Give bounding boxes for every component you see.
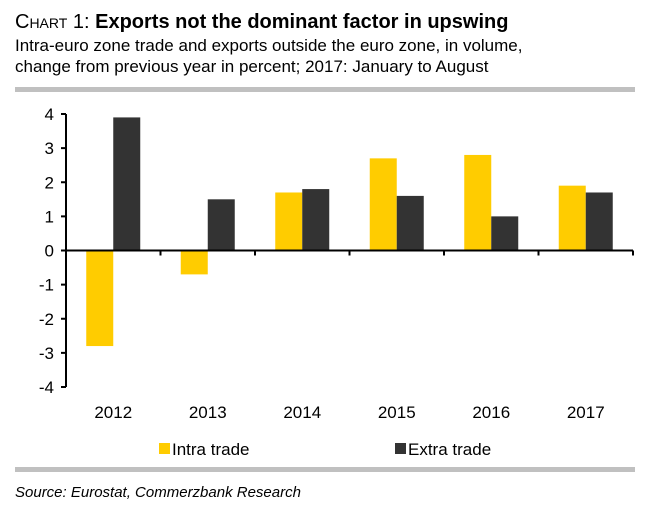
x-tick-label: 2013: [189, 403, 227, 422]
axes-group: 4 3 2 1 0 -1 -2 -3 -4 2012 2013 2014 2015 2016 2017: [39, 105, 634, 422]
legend-swatch-intra-trade: [159, 443, 170, 454]
bar-extra-trade-2013: [207, 199, 235, 251]
bar-intra-trade-2013: [180, 250, 208, 275]
y-tick-label: -3: [39, 344, 54, 363]
chart-subtitle-line-2: change from previous year in percent; 20…: [15, 57, 489, 76]
chart-header: Chart 1: Exports not the dominant factor…: [15, 10, 655, 77]
bottom-divider: [15, 467, 635, 472]
top-divider: [15, 87, 635, 92]
bar-extra-trade-2015: [396, 195, 424, 251]
bar-extra-trade-2012: [113, 117, 141, 251]
y-tick-label: 1: [45, 207, 54, 226]
y-tick-label: 0: [45, 242, 54, 261]
x-tick-label: 2012: [94, 403, 132, 422]
bars-group: [86, 117, 613, 347]
bar-extra-trade-2016: [491, 216, 519, 251]
y-tick-label: -2: [39, 310, 54, 329]
bar-extra-trade-2014: [302, 189, 330, 251]
bar-intra-trade-2014: [275, 192, 303, 251]
bar-extra-trade-2017: [585, 192, 613, 251]
legend: Intra trade Extra trade: [159, 440, 491, 459]
y-tick-label: -4: [39, 378, 54, 397]
chart-subtitle-line-1: Intra-euro zone trade and exports outsid…: [15, 36, 523, 55]
legend-label-intra-trade: Intra trade: [172, 440, 250, 459]
bar-intra-trade-2016: [464, 154, 492, 251]
chart-title: Chart 1: Exports not the dominant factor…: [15, 10, 655, 34]
chart-title-main: Exports not the dominant factor in upswi…: [95, 11, 509, 33]
x-tick-label: 2016: [472, 403, 510, 422]
y-tick-label: 2: [45, 173, 54, 192]
bar-intra-trade-2015: [369, 158, 397, 251]
y-tick-label: 4: [45, 105, 54, 124]
x-tick-label: 2014: [283, 403, 321, 422]
x-tick-label: 2015: [378, 403, 416, 422]
legend-swatch-extra-trade: [395, 443, 406, 454]
legend-label-extra-trade: Extra trade: [408, 440, 491, 459]
x-tick-label: 2017: [567, 403, 605, 422]
bar-intra-trade-2017: [558, 185, 586, 251]
bar-intra-trade-2012: [86, 250, 114, 347]
y-tick-label: 3: [45, 139, 54, 158]
source-note: Source: Eurostat, Commerzbank Research: [15, 484, 301, 501]
y-tick-label: -1: [39, 276, 54, 295]
chart-title-prefix: Chart 1:: [15, 11, 90, 33]
